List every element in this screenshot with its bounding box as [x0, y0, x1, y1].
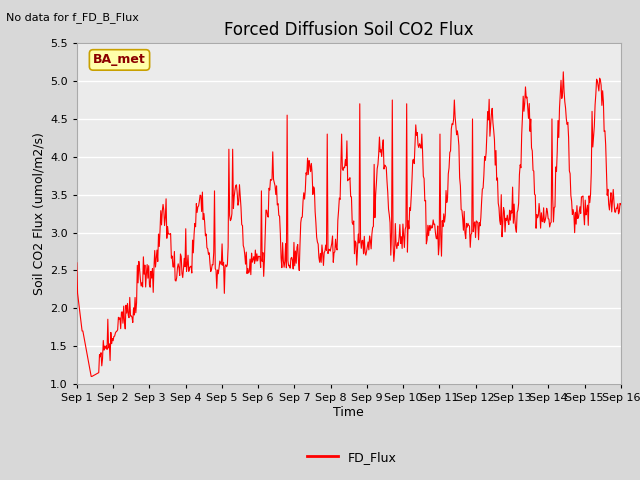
Title: Forced Diffusion Soil CO2 Flux: Forced Diffusion Soil CO2 Flux	[224, 21, 474, 39]
Text: No data for f_FD_B_Flux: No data for f_FD_B_Flux	[6, 12, 140, 23]
Text: BA_met: BA_met	[93, 53, 146, 66]
X-axis label: Time: Time	[333, 406, 364, 419]
Legend: FD_Flux: FD_Flux	[302, 446, 402, 469]
Y-axis label: Soil CO2 Flux (umol/m2/s): Soil CO2 Flux (umol/m2/s)	[33, 132, 46, 295]
